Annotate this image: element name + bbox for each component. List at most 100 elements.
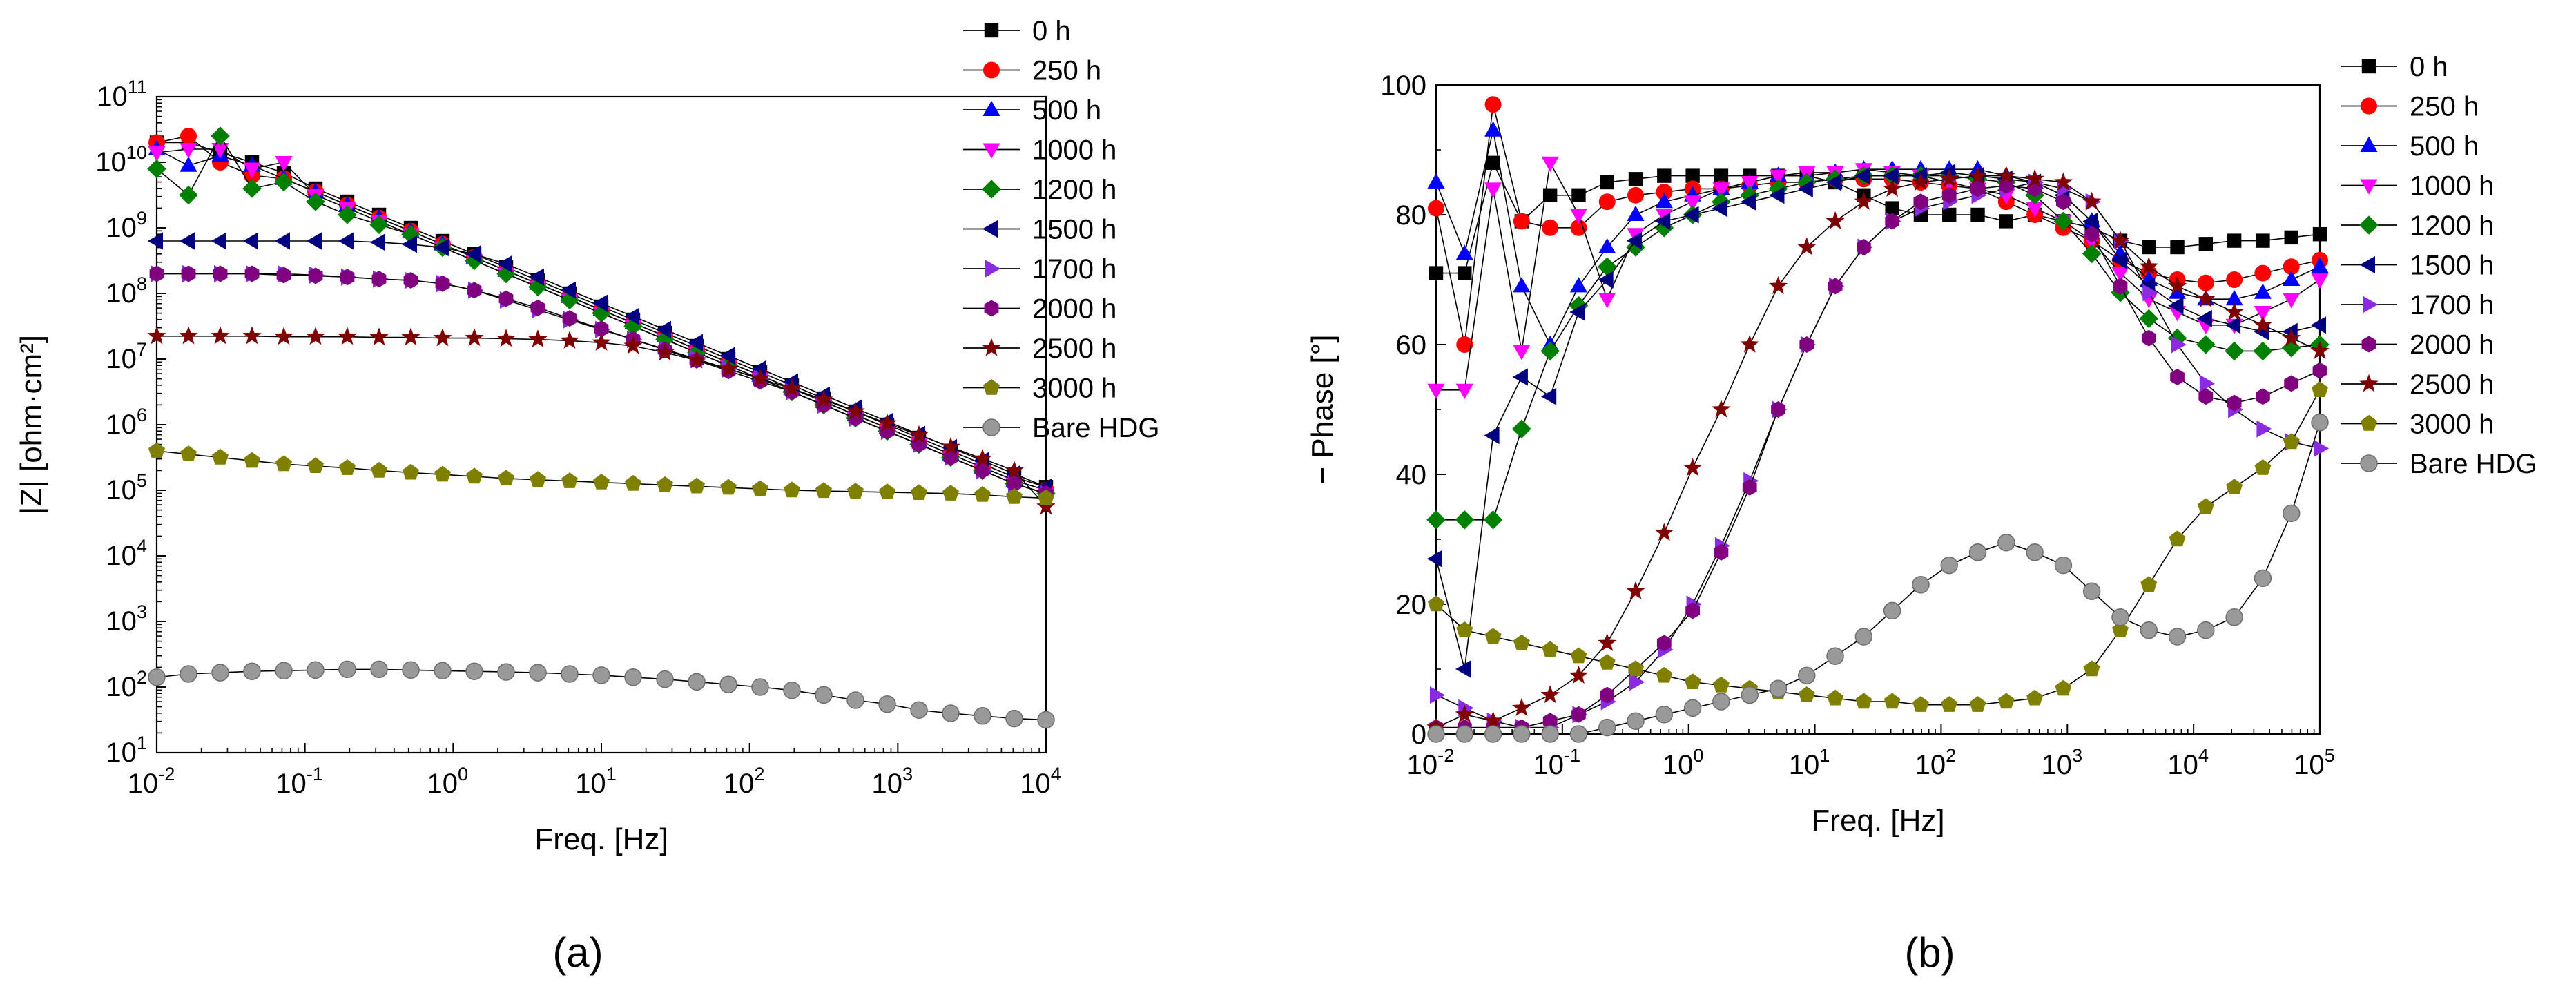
data-point (592, 666, 610, 684)
y-tick-label: 109 (106, 207, 147, 243)
data-point (2196, 289, 2216, 307)
legend-entry-0-h: 0 h (2341, 52, 2448, 82)
legend-entry-2500-h: 2500 h (2341, 369, 2494, 400)
legend-label: 1000 h (1032, 135, 1116, 166)
data-point (942, 704, 960, 722)
data-point (339, 459, 356, 475)
legend-entry-500-h: 500 h (2341, 131, 2479, 162)
data-point (1683, 699, 1702, 717)
legend-marker (2360, 136, 2378, 152)
series-line-500-h (1435, 130, 2321, 346)
data-point (371, 271, 387, 288)
data-point (1427, 725, 1445, 743)
legend-entry-500-h: 500 h (963, 95, 1101, 126)
data-point (1483, 510, 1503, 530)
tick-base: 10 (1789, 750, 1820, 780)
data-point (242, 326, 262, 345)
data-point (1542, 219, 1559, 236)
x-tick-label: 103 (872, 763, 913, 799)
data-point (2196, 309, 2212, 327)
data-point (1428, 200, 1444, 217)
data-point (2168, 628, 2187, 646)
data-point (2168, 283, 2187, 299)
tick-base: 10 (1533, 750, 1565, 780)
legend-entry-1000-h: 1000 h (2341, 171, 2494, 202)
data-point (2169, 530, 2186, 547)
data-point (1629, 673, 1645, 691)
tick-exponent: -1 (307, 763, 323, 784)
data-point (2227, 394, 2242, 412)
legend-entry-3000-h: 3000 h (2341, 409, 2494, 440)
data-point (1627, 712, 1645, 730)
data-point (2198, 388, 2214, 405)
legend-entry-250-h: 250 h (963, 56, 1101, 86)
x-axis-title: Freq. [Hz] (534, 822, 668, 856)
tick-exponent: -2 (158, 763, 175, 784)
legend-label: 1500 h (1032, 215, 1116, 245)
data-point (1768, 276, 1788, 294)
data-point (2310, 341, 2330, 359)
data-point (1456, 621, 1473, 637)
data-point (1541, 156, 1559, 172)
data-point (147, 326, 166, 345)
data-point (878, 695, 896, 713)
x-tick-label: 104 (1020, 763, 1061, 799)
legend-label: 1000 h (2410, 171, 2494, 202)
data-point (275, 156, 293, 172)
data-point (338, 205, 357, 224)
data-point (306, 327, 325, 345)
data-point (466, 467, 483, 484)
data-point (1769, 169, 1788, 185)
tick-exponent: 4 (137, 535, 147, 557)
data-point (1036, 496, 1056, 515)
data-point (1542, 641, 1559, 657)
data-point (1912, 576, 1930, 594)
data-point (942, 485, 959, 501)
data-point (1714, 543, 1729, 561)
data-point (625, 474, 641, 491)
data-point (1655, 212, 1671, 230)
data-point (1513, 634, 1530, 650)
data-point (2197, 274, 2214, 291)
data-point (1685, 168, 1700, 183)
series-line-1500-h (1435, 172, 2321, 670)
legend-entry-bare-hdg: Bare HDG (963, 413, 1160, 443)
data-point (1854, 628, 1873, 646)
data-point (815, 686, 833, 704)
data-point (1970, 180, 1985, 197)
data-point (2082, 582, 2101, 600)
data-point (973, 449, 992, 467)
panel-caption: (b) (1904, 929, 1955, 976)
data-point (496, 255, 512, 273)
data-point (974, 707, 991, 725)
data-point (1685, 602, 1700, 619)
legend-entry-1500-h: 1500 h (2341, 251, 2494, 281)
x-tick-label: 105 (2294, 744, 2335, 780)
data-point (560, 281, 576, 299)
data-point (1797, 237, 1817, 255)
data-point (624, 668, 642, 686)
legend-label: Bare HDG (2410, 449, 2537, 479)
data-point (1570, 647, 1587, 664)
legend-label: 1200 h (2410, 211, 2494, 241)
data-point (528, 277, 548, 297)
legend-marker (982, 143, 1000, 159)
tick-base: 10 (1020, 769, 1051, 799)
data-point (2142, 284, 2158, 302)
tick-exponent: 10 (126, 142, 147, 163)
data-point (1427, 383, 1445, 399)
data-point (2167, 276, 2187, 294)
data-point (2282, 328, 2301, 347)
data-point (1456, 336, 1473, 353)
data-point (2142, 240, 2156, 255)
data-point (1657, 168, 1672, 183)
data-point (2253, 341, 2273, 361)
data-point (433, 328, 452, 347)
y-tick-label: 1010 (95, 142, 147, 177)
data-point (1712, 200, 1727, 218)
data-point (498, 470, 514, 486)
data-point (1997, 166, 2016, 184)
panel-b: 10-2 10-1 100 101 102 103 104 105020406080100Fr… (1306, 52, 2537, 976)
data-point (1628, 172, 1643, 186)
data-point (688, 673, 706, 691)
